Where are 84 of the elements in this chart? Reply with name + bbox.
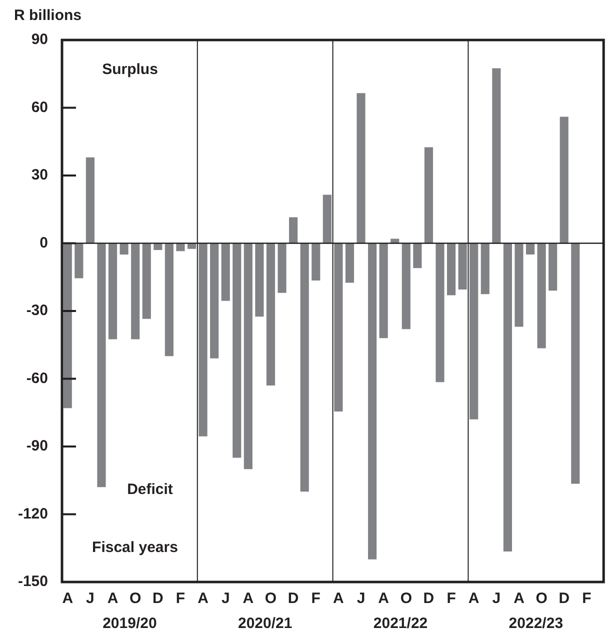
x-tick-label: A	[378, 590, 390, 608]
x-tick-label: F	[446, 590, 456, 608]
bar	[108, 243, 118, 340]
x-tick-label: A	[242, 590, 254, 608]
x-tick-label: O	[400, 590, 412, 608]
y-tick-label: 90	[31, 31, 48, 48]
x-tick-label: A	[514, 590, 525, 608]
x-tick-label: D	[152, 590, 164, 608]
x-tick-label: D	[423, 590, 434, 608]
bar	[514, 243, 524, 327]
y-tick-label: -120	[18, 505, 48, 522]
x-tick-label: A	[333, 590, 344, 608]
bar	[537, 243, 546, 348]
bar	[470, 243, 478, 420]
x-tick-label: J	[492, 590, 501, 608]
x-tick-label: D	[288, 590, 299, 608]
bar	[312, 243, 320, 281]
y-tick-label: 0	[40, 234, 48, 252]
x-tick-label: J	[221, 590, 230, 608]
bar	[447, 243, 456, 296]
bar	[402, 243, 410, 330]
x-tick-label: F	[176, 590, 186, 608]
y-tick-label: -150	[18, 573, 48, 590]
bar	[289, 217, 298, 244]
text: 2020/21	[238, 615, 292, 632]
bar	[300, 243, 309, 492]
text: 2022/23	[508, 615, 564, 632]
x-tick-label: O	[130, 590, 142, 608]
bar	[266, 243, 276, 386]
bar	[480, 243, 490, 294]
bar	[278, 243, 286, 293]
bar	[334, 243, 343, 412]
x-tick-label: A	[107, 590, 118, 608]
bar	[97, 243, 106, 488]
bar	[368, 243, 377, 560]
bar	[63, 243, 72, 408]
annotation: Surplus	[102, 61, 158, 78]
bar	[379, 243, 388, 338]
x-tick-label: D	[558, 590, 570, 608]
bar	[221, 243, 230, 301]
bar	[503, 243, 512, 552]
x-tick-label: F	[311, 590, 320, 608]
y-tick-label: 60	[31, 98, 48, 116]
y-tick-label: 30	[31, 166, 48, 184]
x-tick-label: A	[62, 590, 74, 608]
bar	[74, 243, 84, 278]
bar	[176, 243, 185, 252]
bar	[210, 243, 219, 358]
bar	[232, 243, 242, 458]
bar	[560, 116, 568, 244]
bar	[244, 243, 252, 470]
bar	[526, 243, 535, 255]
bar	[356, 93, 366, 244]
bar	[131, 243, 140, 340]
x-tick-label: O	[264, 590, 277, 608]
text: 2021/22	[373, 615, 428, 632]
x-tick-label: J	[356, 590, 366, 608]
x-tick-label: O	[536, 590, 548, 608]
bar	[548, 243, 558, 291]
bar	[424, 147, 434, 244]
bar	[571, 243, 580, 484]
x-tick-label: A	[468, 590, 480, 608]
y-axis-title: R billions	[14, 7, 82, 24]
y-tick-label: -30	[26, 302, 48, 320]
bar	[86, 157, 94, 244]
x-tick-label: A	[198, 590, 209, 608]
bar	[255, 243, 264, 317]
bar	[345, 243, 354, 283]
annotation: Deficit	[127, 481, 173, 498]
bar	[198, 243, 208, 436]
y-tick-label: -60	[26, 370, 48, 387]
bar	[322, 194, 332, 244]
bar	[164, 243, 174, 356]
x-tick-label: F	[582, 590, 592, 608]
text: 2019/20	[102, 615, 157, 632]
bar	[458, 243, 467, 290]
bar	[436, 243, 444, 382]
bar	[142, 243, 151, 319]
x-tick-label: J	[86, 590, 94, 608]
bar	[492, 68, 501, 244]
annotation: Fiscal years	[92, 539, 178, 556]
y-tick-label: -90	[26, 438, 48, 455]
bar	[120, 243, 128, 255]
bar	[413, 243, 422, 268]
